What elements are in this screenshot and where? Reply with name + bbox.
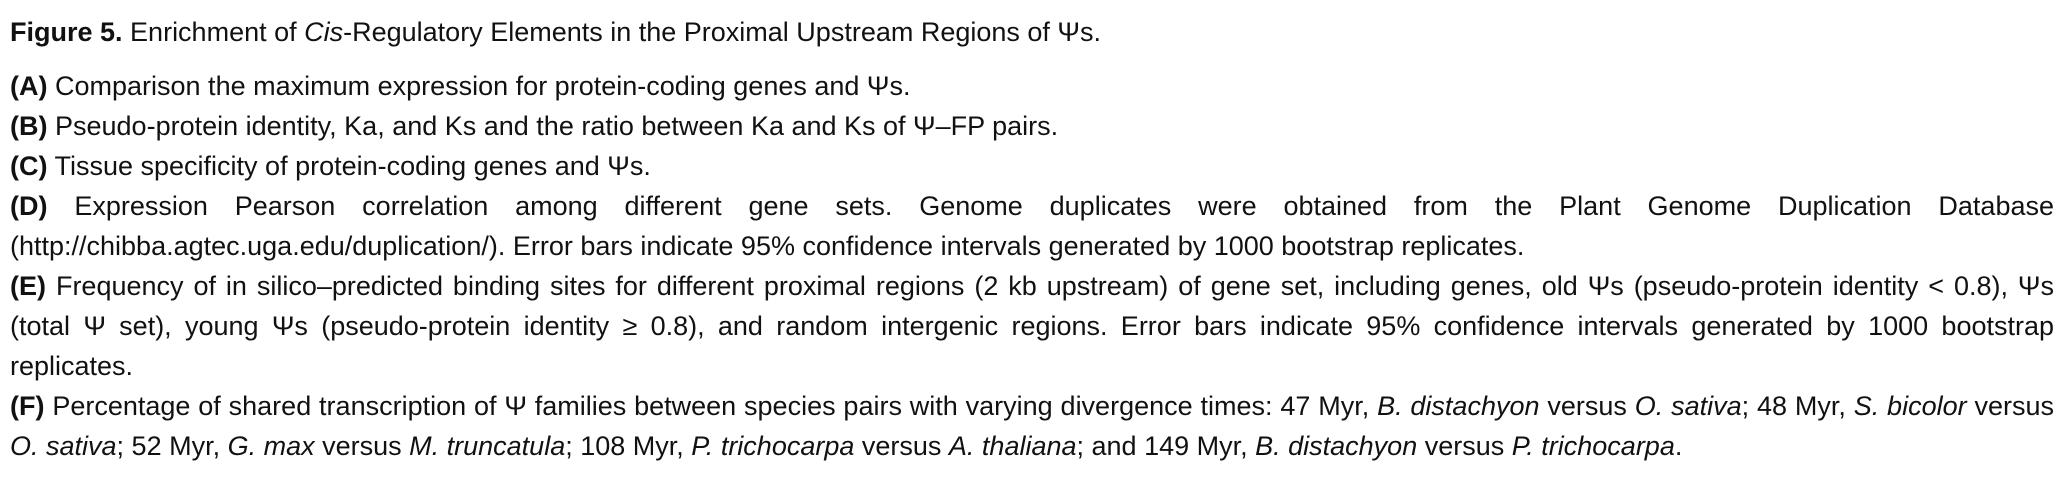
species-name: P. trichocarpa bbox=[691, 431, 855, 461]
panel-d-label: (D) bbox=[10, 191, 48, 221]
species-name: B. distachyon bbox=[1377, 391, 1540, 421]
panel-f-caption: (F) Percentage of shared transcription o… bbox=[10, 386, 2054, 466]
panel-e-caption: (E) Frequency of in silico–predicted bin… bbox=[10, 266, 2054, 386]
species-name: B. distachyon bbox=[1255, 431, 1418, 461]
panel-f-text: ; 52 Myr, bbox=[116, 431, 228, 461]
panel-f-text: Percentage of shared transcription of Ψ … bbox=[52, 391, 1378, 421]
panel-f-text: ; 108 Myr, bbox=[565, 431, 692, 461]
panel-c-label: (C) bbox=[10, 151, 48, 181]
panel-d-text: Expression Pearson correlation among dif… bbox=[10, 191, 2054, 261]
panel-a-caption: (A) Comparison the maximum expression fo… bbox=[10, 66, 2054, 106]
panel-b-caption: (B) Pseudo-protein identity, Ka, and Ks … bbox=[10, 106, 2054, 146]
panel-f-text: ; and 149 Myr, bbox=[1076, 431, 1256, 461]
panel-f-text: ; 48 Myr, bbox=[1741, 391, 1854, 421]
panel-b-text: Pseudo-protein identity, Ka, and Ks and … bbox=[55, 111, 1059, 141]
panel-f-text: versus bbox=[1417, 431, 1512, 461]
panel-f-text: versus bbox=[1539, 391, 1635, 421]
panel-f-label: (F) bbox=[10, 391, 45, 421]
species-name: O. sativa bbox=[10, 431, 117, 461]
species-name: G. max bbox=[227, 431, 315, 461]
species-name: O. sativa bbox=[1634, 391, 1742, 421]
species-name: A. thaliana bbox=[948, 431, 1077, 461]
species-name: P. trichocarpa bbox=[1511, 431, 1675, 461]
species-name: S. bicolor bbox=[1853, 391, 1967, 421]
panel-e-text: Frequency of in silico–predicted binding… bbox=[10, 271, 2054, 381]
panel-b-label: (B) bbox=[10, 111, 48, 141]
panel-e-label: (E) bbox=[10, 271, 46, 301]
panel-f-text: versus bbox=[314, 431, 410, 461]
panel-d-caption: (D) Expression Pearson correlation among… bbox=[10, 186, 2054, 266]
panel-f-text: . bbox=[1674, 431, 1683, 461]
figure-title-post: -Regulatory Elements in the Proximal Ups… bbox=[343, 17, 1101, 47]
figure-label: Figure 5. bbox=[10, 17, 123, 47]
panel-c-caption: (C) Tissue specificity of protein-coding… bbox=[10, 146, 2054, 186]
panel-a-text: Comparison the maximum expression for pr… bbox=[55, 71, 911, 101]
panel-f-text: versus bbox=[1966, 391, 2054, 421]
panel-a-label: (A) bbox=[10, 71, 48, 101]
panel-f-text: versus bbox=[854, 431, 949, 461]
figure-title-italic: Cis bbox=[304, 17, 344, 47]
species-name: M. truncatula bbox=[409, 431, 566, 461]
panel-c-text: Tissue specificity of protein-coding gen… bbox=[54, 151, 651, 181]
figure-title-pre: Enrichment of bbox=[130, 17, 305, 47]
figure-title: Figure 5. Enrichment of Cis-Regulatory E… bbox=[10, 12, 2054, 52]
